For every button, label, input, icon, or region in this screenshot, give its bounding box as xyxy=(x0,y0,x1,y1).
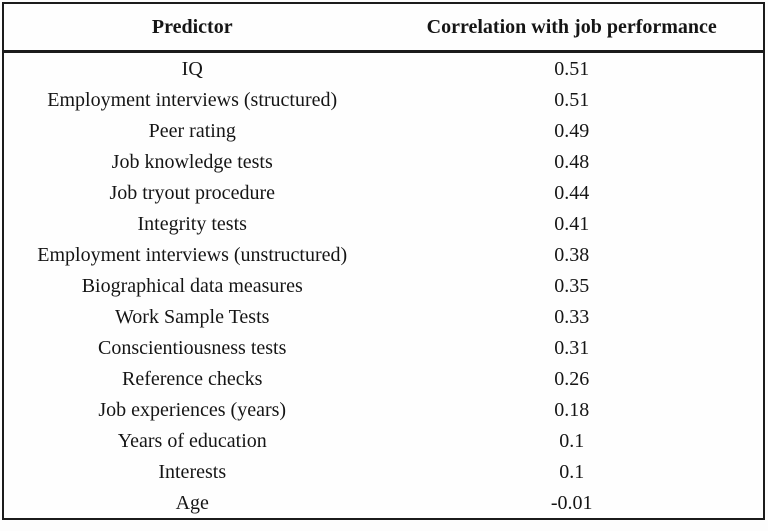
correlation-cell: 0.44 xyxy=(554,181,590,204)
correlation-cell: 0.33 xyxy=(554,305,590,328)
table-row: Employment interviews (unstructured) 0.3… xyxy=(4,239,763,270)
correlation-cell: 0.48 xyxy=(554,150,590,173)
predictor-cell: Age xyxy=(175,491,209,514)
table-row: Interests 0.1 xyxy=(4,456,763,487)
correlation-cell: 0.35 xyxy=(554,274,590,297)
table-row: Employment interviews (structured) 0.51 xyxy=(4,84,763,115)
correlation-cell: 0.51 xyxy=(554,88,590,111)
predictor-cell: Job knowledge tests xyxy=(111,150,273,173)
correlation-cell: 0.51 xyxy=(554,57,590,80)
predictor-cell: Conscientiousness tests xyxy=(98,336,287,359)
correlation-cell: 0.1 xyxy=(559,460,585,483)
predictor-cell: Employment interviews (structured) xyxy=(47,88,338,111)
table-row: Conscientiousness tests 0.31 xyxy=(4,332,763,363)
table-row: IQ 0.51 xyxy=(4,53,763,84)
table-row: Age -0.01 xyxy=(4,487,763,518)
correlation-cell: -0.01 xyxy=(550,491,593,514)
table-header-row: Predictor Correlation with job performan… xyxy=(4,4,763,53)
table-row: Peer rating 0.49 xyxy=(4,115,763,146)
correlation-cell: 0.41 xyxy=(554,212,590,235)
correlation-table: Predictor Correlation with job performan… xyxy=(2,2,765,520)
predictor-column-header: Predictor xyxy=(151,16,233,38)
predictor-cell: Biographical data measures xyxy=(81,274,303,297)
table-body: IQ 0.51 Employment interviews (structure… xyxy=(4,53,763,518)
correlation-column-header: Correlation with job performance xyxy=(426,16,717,38)
predictor-cell: Interests xyxy=(158,460,227,483)
correlation-cell: 0.38 xyxy=(554,243,590,266)
predictor-cell: IQ xyxy=(181,57,203,80)
predictor-cell: Years of education xyxy=(117,429,267,452)
table-row: Years of education 0.1 xyxy=(4,425,763,456)
table-row: Work Sample Tests 0.33 xyxy=(4,301,763,332)
table-row: Job tryout procedure 0.44 xyxy=(4,177,763,208)
table-row: Job knowledge tests 0.48 xyxy=(4,146,763,177)
correlation-cell: 0.1 xyxy=(559,429,585,452)
predictor-cell: Peer rating xyxy=(148,119,236,142)
predictor-cell: Job tryout procedure xyxy=(109,181,275,204)
predictor-cell: Employment interviews (unstructured) xyxy=(37,243,348,266)
correlation-cell: 0.49 xyxy=(554,119,590,142)
predictor-cell: Job experiences (years) xyxy=(98,398,287,421)
correlation-cell: 0.18 xyxy=(554,398,590,421)
correlation-cell: 0.26 xyxy=(554,367,590,390)
table-row: Biographical data measures 0.35 xyxy=(4,270,763,301)
correlation-cell: 0.31 xyxy=(554,336,590,359)
table-row: Reference checks 0.26 xyxy=(4,363,763,394)
table-row: Job experiences (years) 0.18 xyxy=(4,394,763,425)
table-row: Integrity tests 0.41 xyxy=(4,208,763,239)
predictor-cell: Reference checks xyxy=(121,367,263,390)
predictor-cell: Integrity tests xyxy=(137,212,247,235)
predictor-cell: Work Sample Tests xyxy=(115,305,270,328)
